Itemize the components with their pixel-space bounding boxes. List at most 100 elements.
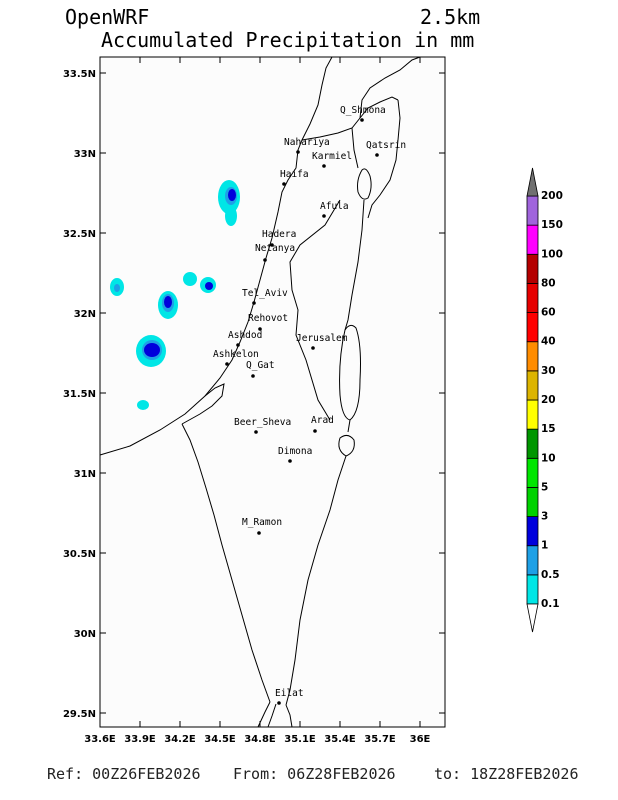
city-dot bbox=[254, 430, 258, 434]
footer-to: to: 18Z28FEB2026 bbox=[434, 765, 579, 783]
lebanon-syria-border bbox=[359, 56, 421, 119]
y-tick-label: 32.5N bbox=[63, 229, 96, 240]
city-label: Q_Gat bbox=[246, 360, 275, 371]
colorbar-label: 0.1 bbox=[541, 598, 560, 610]
footer-ref: Ref: 00Z26FEB2026 bbox=[47, 765, 201, 783]
city-label: Jerusalem bbox=[296, 333, 348, 344]
city-dot bbox=[277, 701, 281, 705]
colorbar-segment bbox=[526, 224, 539, 255]
y-tick-label: 33N bbox=[74, 149, 96, 160]
colorbar-label: 150 bbox=[541, 219, 563, 231]
colorbar-segment bbox=[526, 195, 539, 226]
city-label: Ashkelon bbox=[213, 349, 259, 360]
y-tick-label: 32N bbox=[74, 309, 96, 320]
city-label: Afula bbox=[320, 201, 349, 212]
city-label: M_Ramon bbox=[242, 517, 282, 528]
city-label: Beer_Sheva bbox=[234, 417, 291, 428]
colorbar-label: 20 bbox=[541, 394, 556, 406]
precip-area bbox=[183, 272, 197, 286]
sea-of-galilee bbox=[357, 168, 372, 200]
x-tick-label: 33.9E bbox=[124, 734, 156, 745]
egypt-border bbox=[181, 423, 271, 703]
x-tick-label: 36E bbox=[410, 734, 431, 745]
colorbar-under bbox=[526, 603, 539, 633]
city-dot bbox=[258, 327, 262, 331]
colorbar-label: 100 bbox=[541, 248, 563, 260]
dead-sea-south bbox=[338, 434, 355, 457]
x-tick-label: 34.8E bbox=[244, 734, 276, 745]
y-tick-label: 31N bbox=[74, 469, 96, 480]
colorbar-label: 80 bbox=[541, 277, 556, 289]
colorbar-label: 60 bbox=[541, 307, 556, 319]
footer-from: From: 06Z28FEB2026 bbox=[233, 765, 396, 783]
colorbar-segment bbox=[526, 312, 539, 343]
y-tick-label: 31.5N bbox=[63, 389, 96, 400]
y-tick-label: 29.5N bbox=[63, 709, 96, 720]
precip-area bbox=[164, 296, 172, 308]
jordan-river bbox=[344, 127, 365, 331]
y-tick-label: 30N bbox=[74, 629, 96, 640]
colorbar-label: 3 bbox=[541, 511, 548, 523]
gaza-border bbox=[181, 383, 225, 425]
y-tick-label: 30.5N bbox=[63, 549, 96, 560]
city-dot bbox=[251, 374, 255, 378]
colorbar-segment bbox=[526, 487, 539, 517]
city-label: Rehovot bbox=[248, 313, 288, 324]
geography bbox=[99, 56, 421, 728]
city-label: Eilat bbox=[275, 688, 304, 699]
city-dot bbox=[257, 531, 261, 535]
colorbar-label: 0.5 bbox=[541, 569, 560, 581]
city-label: Qatsrin bbox=[366, 140, 406, 151]
city-dot bbox=[322, 214, 326, 218]
y-tick-label: 33.5N bbox=[63, 69, 96, 80]
city-dot bbox=[322, 164, 326, 168]
map-frame bbox=[99, 56, 446, 728]
green-line bbox=[289, 199, 341, 421]
colorbar-label: 5 bbox=[541, 481, 548, 493]
axis-ticks: 33.6E 33.9E 34.2E 34.5E 34.8E 35.1E 35.4E 35.7E… bbox=[63, 57, 445, 745]
precip-area bbox=[225, 206, 237, 226]
city-label: Arad bbox=[311, 415, 334, 426]
x-tick-label: 34.5E bbox=[204, 734, 236, 745]
city-dot bbox=[296, 150, 300, 154]
precip-area bbox=[228, 189, 236, 201]
colorbar-segment bbox=[526, 370, 539, 401]
colorbar: 0.1 0.5 1 3 5 10 15 20 30 40 60 80 100 150 200 bbox=[526, 167, 563, 633]
colorbar-segment bbox=[526, 545, 539, 576]
x-tick-label: 33.6E bbox=[84, 734, 116, 745]
x-tick-label: 35.1E bbox=[284, 734, 316, 745]
city-label: Nahariya bbox=[284, 137, 330, 148]
colorbar-segment bbox=[526, 283, 539, 313]
city-label: Karmiel bbox=[312, 151, 352, 162]
colorbar-label: 15 bbox=[541, 423, 556, 435]
city-dot bbox=[375, 153, 379, 157]
city-dot bbox=[252, 301, 256, 305]
colorbar-segment bbox=[526, 399, 539, 430]
precipitation bbox=[110, 180, 240, 410]
city-label: Haifa bbox=[280, 169, 309, 180]
colorbar-segment bbox=[526, 428, 539, 459]
city-dot bbox=[360, 118, 364, 122]
colorbar-label: 40 bbox=[541, 336, 556, 348]
colorbar-segment bbox=[526, 457, 539, 488]
colorbar-segment bbox=[526, 516, 539, 547]
x-tick-label: 35.4E bbox=[324, 734, 356, 745]
x-tick-label: 34.2E bbox=[164, 734, 196, 745]
precip-area bbox=[205, 282, 213, 290]
colorbar-segment bbox=[526, 341, 539, 372]
city-dot bbox=[225, 362, 229, 366]
city-label: Ashdod bbox=[228, 330, 262, 341]
city-label: Q_Shmona bbox=[340, 105, 386, 116]
city-label: Dimona bbox=[278, 446, 312, 457]
city-dot bbox=[313, 429, 317, 433]
city-label: Tel_Aviv bbox=[242, 288, 288, 299]
city-dot bbox=[263, 258, 267, 262]
product-name: OpenWRF bbox=[65, 5, 149, 29]
colorbar-segment bbox=[526, 253, 539, 284]
precip-area bbox=[144, 343, 160, 357]
colorbar-label: 10 bbox=[541, 452, 556, 464]
colorbar-label: 1 bbox=[541, 540, 548, 552]
dead-sea bbox=[339, 324, 361, 421]
arava-border bbox=[285, 419, 351, 706]
